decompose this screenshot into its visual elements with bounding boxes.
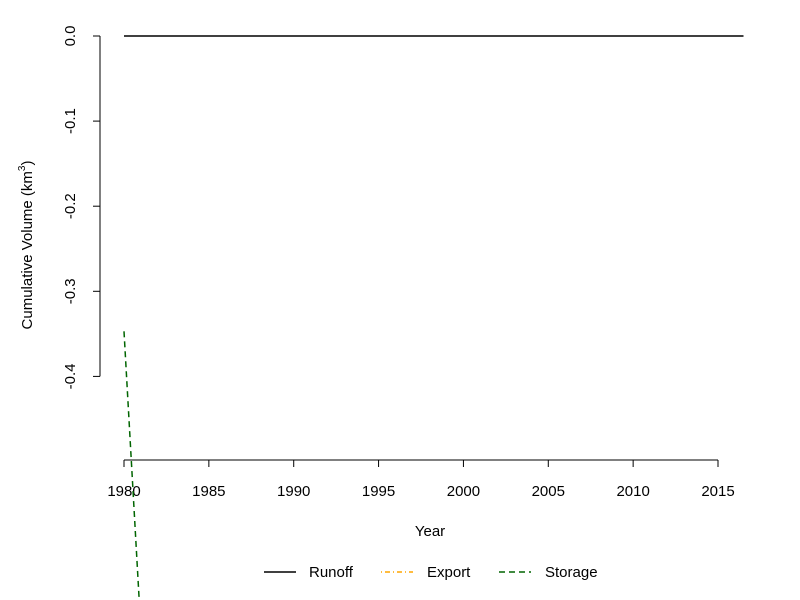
legend-label-storage: Storage: [545, 564, 598, 581]
x-tick-label: 1995: [362, 483, 395, 500]
y-tick-label: -0.1: [62, 108, 79, 134]
x-axis: 1980 1985 1990 1995 2000 2005 2010 2015: [107, 459, 735, 500]
y-axis-label-main: Cumulative Volume (km: [19, 171, 36, 329]
y-tick-label: -0.4: [62, 363, 79, 389]
y-axis-label-superscript: 3: [17, 165, 28, 171]
legend: Runoff Export Storage: [264, 564, 598, 581]
y-tick-label: -0.2: [62, 193, 79, 219]
legend-label-export: Export: [427, 564, 471, 581]
y-tick-label: 0.0: [62, 26, 79, 47]
y-axis-label-close: ): [19, 161, 36, 166]
series-line-storage: [123, 331, 140, 600]
y-tick-label: -0.3: [62, 278, 79, 304]
x-tick-label: 1990: [277, 483, 310, 500]
y-axis-label: Cumulative Volume (km3): [17, 161, 36, 330]
y-axis: 0.0 -0.1 -0.2 -0.3 -0.4: [62, 26, 101, 389]
series-layer: [123, 35, 744, 600]
x-tick-label: 2005: [532, 483, 565, 500]
x-tick-label: 1980: [107, 483, 140, 500]
x-tick-label: 1985: [192, 483, 225, 500]
legend-label-runoff: Runoff: [309, 564, 354, 581]
x-tick-label: 2010: [616, 483, 649, 500]
x-axis-label: Year: [415, 523, 445, 540]
x-tick-label: 2000: [447, 483, 480, 500]
x-tick-label: 2015: [701, 483, 734, 500]
